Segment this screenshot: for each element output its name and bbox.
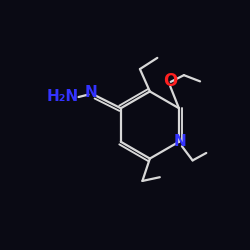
Text: O: O <box>163 72 177 90</box>
Text: N: N <box>85 85 98 100</box>
Text: N: N <box>174 134 186 149</box>
Text: H₂N: H₂N <box>46 89 78 104</box>
